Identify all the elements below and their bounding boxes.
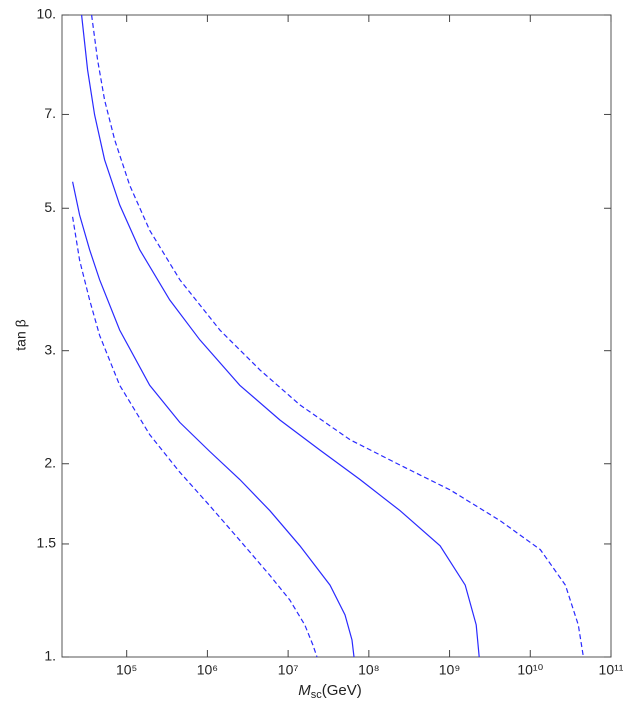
plot-frame	[61, 14, 612, 658]
y-tick-label: 1.	[44, 648, 56, 664]
y-axis-label: tan β	[13, 319, 29, 350]
x-axis-label: Msc(GeV)	[298, 682, 362, 701]
x-tick-label: 10¹¹	[599, 662, 623, 678]
x-tick-label: 10⁹	[439, 662, 461, 678]
y-tick-label: 2.	[44, 454, 56, 470]
y-tick-label: 7.	[44, 105, 56, 121]
x-tick-label: 10⁵	[116, 662, 137, 678]
x-tick-label: 10⁶	[197, 662, 218, 678]
curve	[72, 216, 318, 658]
curve	[81, 14, 480, 658]
x-tick-label: 10¹⁰	[517, 662, 543, 678]
x-label-sub: sc	[311, 689, 323, 701]
curve	[91, 14, 584, 658]
y-tick-label: 10.	[37, 6, 56, 22]
curve	[72, 181, 355, 658]
y-tick-label: 5.	[44, 199, 56, 215]
x-label-unit: (GeV)	[322, 682, 362, 699]
x-label-main: M	[298, 682, 311, 699]
y-tick-label: 1.5	[37, 535, 57, 551]
x-tick-label: 10⁸	[358, 662, 380, 678]
x-tick-label: 10⁷	[278, 662, 299, 678]
y-tick-label: 3.	[44, 341, 56, 357]
